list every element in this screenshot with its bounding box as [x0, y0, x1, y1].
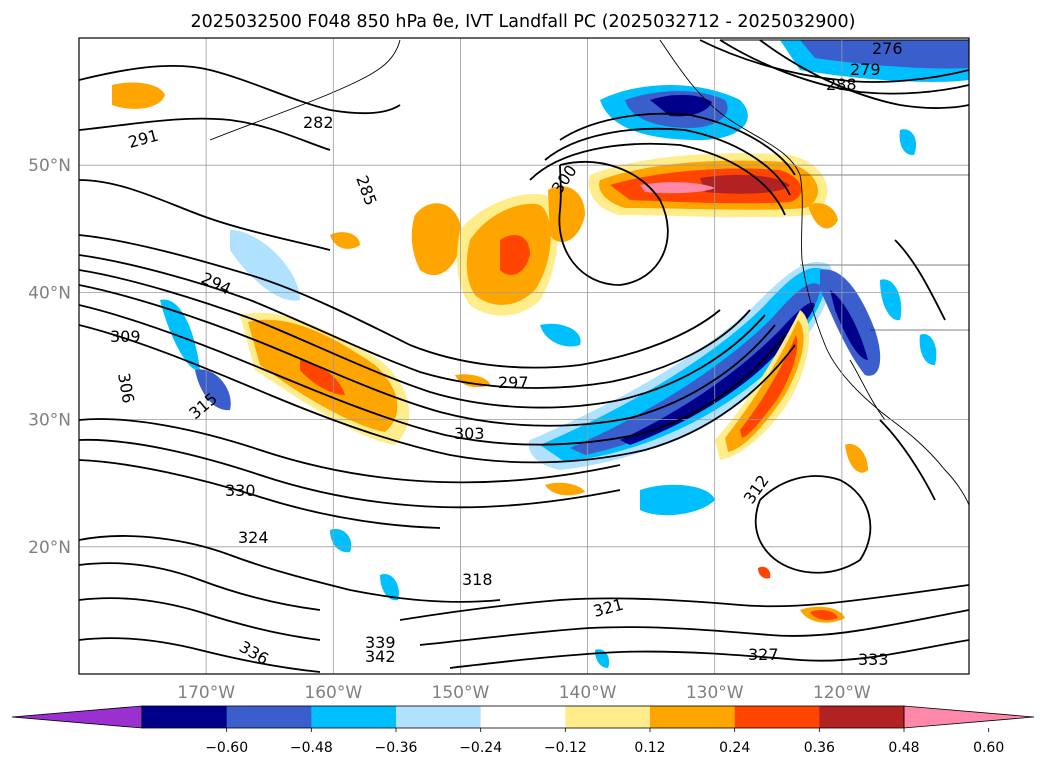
longitude-label: 160°W [304, 683, 362, 703]
negative-region [919, 334, 937, 366]
negative-region [640, 484, 715, 516]
longitude-label: 130°W [686, 683, 744, 703]
colorbar-segment [734, 706, 820, 728]
positive-region [545, 482, 585, 496]
longitude-labels: 170°W 160°W 150°W 140°W 130°W 120°W [177, 683, 871, 703]
longitude-label: 140°W [559, 683, 617, 703]
positive-region [810, 610, 838, 620]
positive-region [300, 360, 345, 395]
colorbar-segment [819, 706, 905, 728]
colorbar-extend-min [11, 705, 143, 729]
latitude-label: 20°N [28, 538, 71, 558]
negative-region [380, 574, 399, 601]
colorbar-tick-label: −0.24 [459, 740, 502, 756]
colorbar-segment [565, 706, 651, 728]
ivt-shading [112, 40, 969, 668]
negative-region [620, 302, 815, 445]
coastlines [209, 39, 969, 506]
negative-region [540, 267, 827, 462]
negative-region [830, 290, 868, 360]
contour-label: 333 [858, 650, 889, 669]
colorbar-tick-label: 0.60 [973, 740, 1004, 756]
latitude-labels: 50°N 40°N 30°N 20°N [28, 156, 71, 558]
contour-label: 303 [454, 424, 485, 443]
colorbar-tick-label: −0.60 [205, 740, 248, 756]
positive-region [500, 235, 530, 275]
figure-title: 2025032500 F048 850 hPa θe, IVT Landfall… [191, 12, 856, 32]
positive-region [740, 335, 798, 438]
longitude-label: 150°W [432, 683, 490, 703]
contour-label: 324 [238, 528, 269, 547]
contour-label: 318 [462, 570, 493, 589]
negative-region [570, 283, 821, 455]
colorbar-segment [142, 706, 228, 728]
positive-region [112, 82, 165, 109]
colorbar-extend-max [903, 705, 1035, 729]
colorbar-segment [480, 706, 566, 728]
contour-label: 327 [748, 645, 779, 664]
contour-label: 276 [872, 39, 903, 58]
colorbar-tick-label: 0.36 [804, 740, 835, 756]
map-background [79, 38, 969, 674]
negative-region [880, 279, 902, 321]
colorbar: −0.60 −0.48 −0.36 −0.24 −0.12 0.12 0.24 0.36 0.4… [11, 705, 1035, 756]
contour-label: 297 [498, 373, 529, 392]
contour-label: 309 [110, 327, 141, 346]
colorbar-tick-label: −0.12 [544, 740, 587, 756]
latitude-label: 40°N [28, 283, 71, 303]
positive-region [411, 203, 462, 276]
colorbar-frame [141, 705, 905, 729]
positive-region [548, 186, 585, 243]
latitude-label: 50°N [28, 156, 71, 176]
contour-label: 339 [365, 633, 396, 652]
positive-region [640, 182, 715, 194]
negative-region [899, 129, 917, 156]
colorbar-tick-label: −0.48 [290, 740, 333, 756]
negative-region [230, 230, 300, 301]
positive-region [808, 203, 838, 229]
colorbar-segment [311, 706, 397, 728]
theta-e-contours [79, 39, 969, 673]
contour-label: 342 [365, 647, 396, 666]
contour-label: 330 [225, 481, 256, 500]
longitude-label: 120°W [813, 683, 871, 703]
colorbar-tick-label: 0.12 [634, 740, 665, 756]
negative-region [650, 94, 712, 117]
colorbar-tick-label: 0.24 [719, 740, 750, 756]
longitude-label: 170°W [177, 683, 235, 703]
colorbar-segment [396, 706, 482, 728]
negative-region [540, 323, 581, 347]
map-area: 276 279 282 285 288 291 294 297 300 303 … [78, 37, 970, 675]
contour-label: 279 [850, 60, 881, 79]
contour-labels: 276 279 282 285 288 291 294 297 300 303 … [110, 39, 903, 669]
contour-label: 282 [303, 113, 334, 132]
positive-region [725, 320, 804, 452]
negative-region [195, 369, 231, 411]
map-frame [78, 37, 970, 675]
colorbar-tick-label: 0.48 [888, 740, 919, 756]
latitude-label: 30°N [28, 411, 71, 431]
positive-region [758, 566, 771, 579]
positive-region [845, 443, 868, 473]
negative-region [160, 299, 200, 371]
colorbar-segment [650, 706, 736, 728]
colorbar-segment [226, 706, 312, 728]
positive-region [330, 232, 360, 249]
contour-label: 288 [826, 75, 857, 94]
colorbar-tick-label: −0.36 [375, 740, 418, 756]
